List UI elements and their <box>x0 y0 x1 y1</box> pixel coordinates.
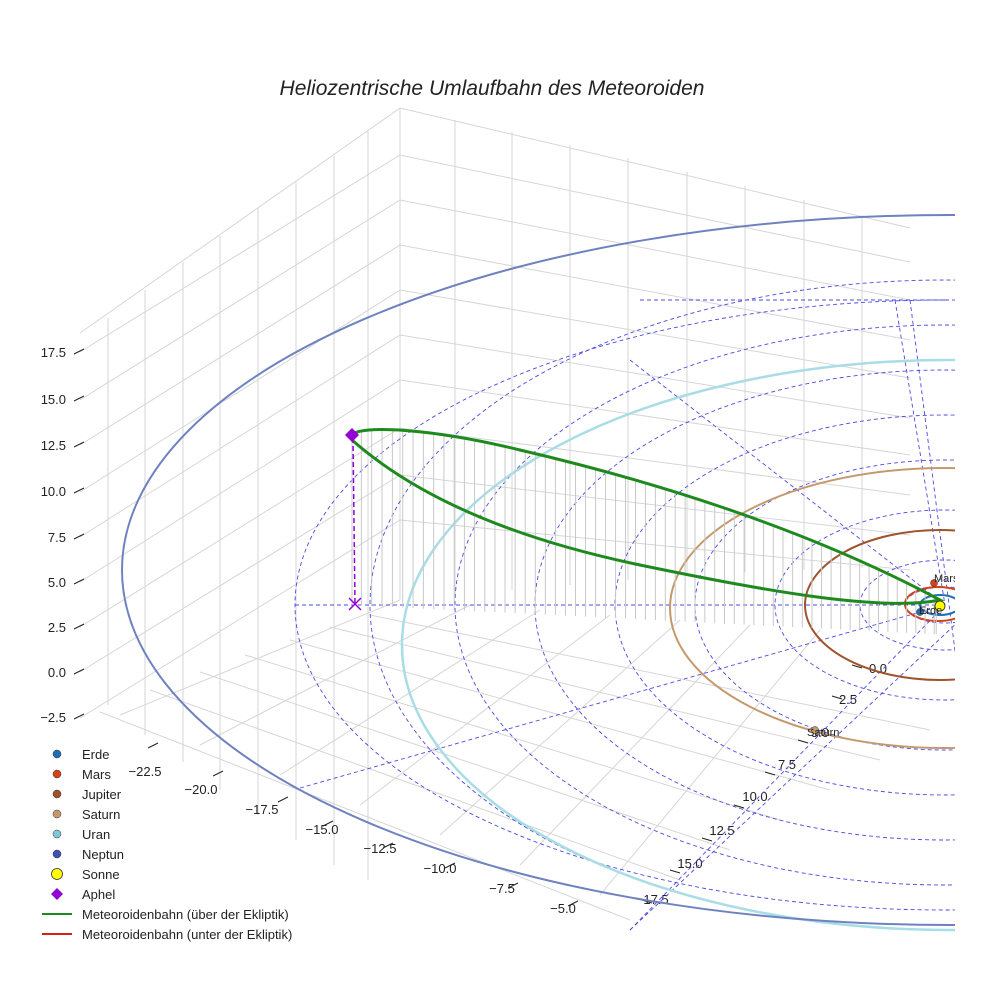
z-tick-label: 2.5 <box>48 620 66 635</box>
legend-marker <box>52 769 62 779</box>
legend-label: Saturn <box>82 807 120 822</box>
planet-label-erde: Erde <box>919 605 942 617</box>
x-tick-label: −17.5 <box>246 802 279 817</box>
z-tick-label: 0.0 <box>48 665 66 680</box>
legend-item: Meteoroidenbahn (unter der Ekliptik) <box>42 927 292 942</box>
orbit-uran <box>400 358 955 932</box>
y-tick-label: 10.0 <box>742 789 767 804</box>
aphel-marker <box>345 428 359 442</box>
x-axis <box>147 742 579 907</box>
sun-marker <box>934 600 946 612</box>
legend-label: Erde <box>82 747 109 762</box>
orbit-jupiter <box>804 529 955 681</box>
aphel-ecliptic-cross <box>348 597 362 611</box>
x-tick-label: −22.5 <box>129 764 162 779</box>
z-tick-label: 5.0 <box>48 575 66 590</box>
legend-marker <box>52 789 62 799</box>
z-tick-label: 17.5 <box>41 345 66 360</box>
x-tick-label: −15.0 <box>306 822 339 837</box>
orbit-saturn <box>669 467 955 749</box>
x-tick-label: −5.0 <box>550 901 576 916</box>
planet-label-saturn: Saturn <box>807 727 839 739</box>
z-tick-label: 15.0 <box>41 392 66 407</box>
y-tick-label: 7.5 <box>778 757 796 772</box>
legend-label: Sonne <box>82 867 120 882</box>
legend-item: Aphel <box>51 887 115 902</box>
legend-marker <box>52 849 62 859</box>
legend-item: Neptun <box>52 847 124 862</box>
aphel-projection-line <box>352 437 356 605</box>
z-tick-label: 7.5 <box>48 530 66 545</box>
x-tick-label: −7.5 <box>489 881 515 896</box>
y-tick-label: 12.5 <box>709 823 734 838</box>
z-tick-label: −2.5 <box>40 710 66 725</box>
y-axis <box>641 664 863 904</box>
legend-item: Erde <box>52 747 109 762</box>
x-tick-label: −10.0 <box>424 861 457 876</box>
legend-label: Meteoroidenbahn (über der Ekliptik) <box>82 907 289 922</box>
legend-marker <box>51 888 63 900</box>
x-tick-label: −12.5 <box>364 841 397 856</box>
legend-marker <box>52 809 62 819</box>
legend-label: Uran <box>82 827 110 842</box>
y-tick-label: 15.0 <box>677 856 702 871</box>
legend-marker <box>52 749 62 759</box>
legend-item: Jupiter <box>52 787 122 802</box>
z-tick-label: 10.0 <box>41 484 66 499</box>
chart-title: Heliozentrische Umlaufbahn des Meteoroid… <box>280 77 705 100</box>
planet-orbits <box>121 214 955 932</box>
legend-item: Saturn <box>52 807 120 822</box>
legend-item: Meteoroidenbahn (über der Ekliptik) <box>42 907 289 922</box>
legend-item: Sonne <box>51 867 120 882</box>
meteoroid-orbit-above-ecliptic <box>350 428 945 605</box>
box-grid <box>79 107 931 921</box>
legend-item: Uran <box>52 827 110 842</box>
orbit-neptun <box>121 214 955 926</box>
z-tick-label: 12.5 <box>41 438 66 453</box>
z-axis <box>73 348 85 720</box>
planet-erde <box>916 608 924 616</box>
legend-marker <box>52 829 62 839</box>
legend-label: Mars <box>82 767 111 782</box>
y-tick-label: 2.5 <box>839 692 857 707</box>
legend-marker <box>51 868 63 880</box>
legend-label: Meteoroidenbahn (unter der Ekliptik) <box>82 927 292 942</box>
planet-mars <box>930 579 938 587</box>
legend-label: Neptun <box>82 847 124 862</box>
planet-saturn <box>811 726 819 734</box>
legend-label: Jupiter <box>82 787 122 802</box>
ecliptic-reference-grid <box>294 279 955 931</box>
orbit-erde <box>919 594 955 616</box>
legend-label: Aphel <box>82 887 115 902</box>
legend-item: Mars <box>52 767 111 782</box>
legend: Erde Mars Jupiter Saturn Uran Neptun Son… <box>42 747 292 942</box>
x-tick-label: −20.0 <box>185 782 218 797</box>
planet-label-mars: Mars <box>934 573 959 585</box>
